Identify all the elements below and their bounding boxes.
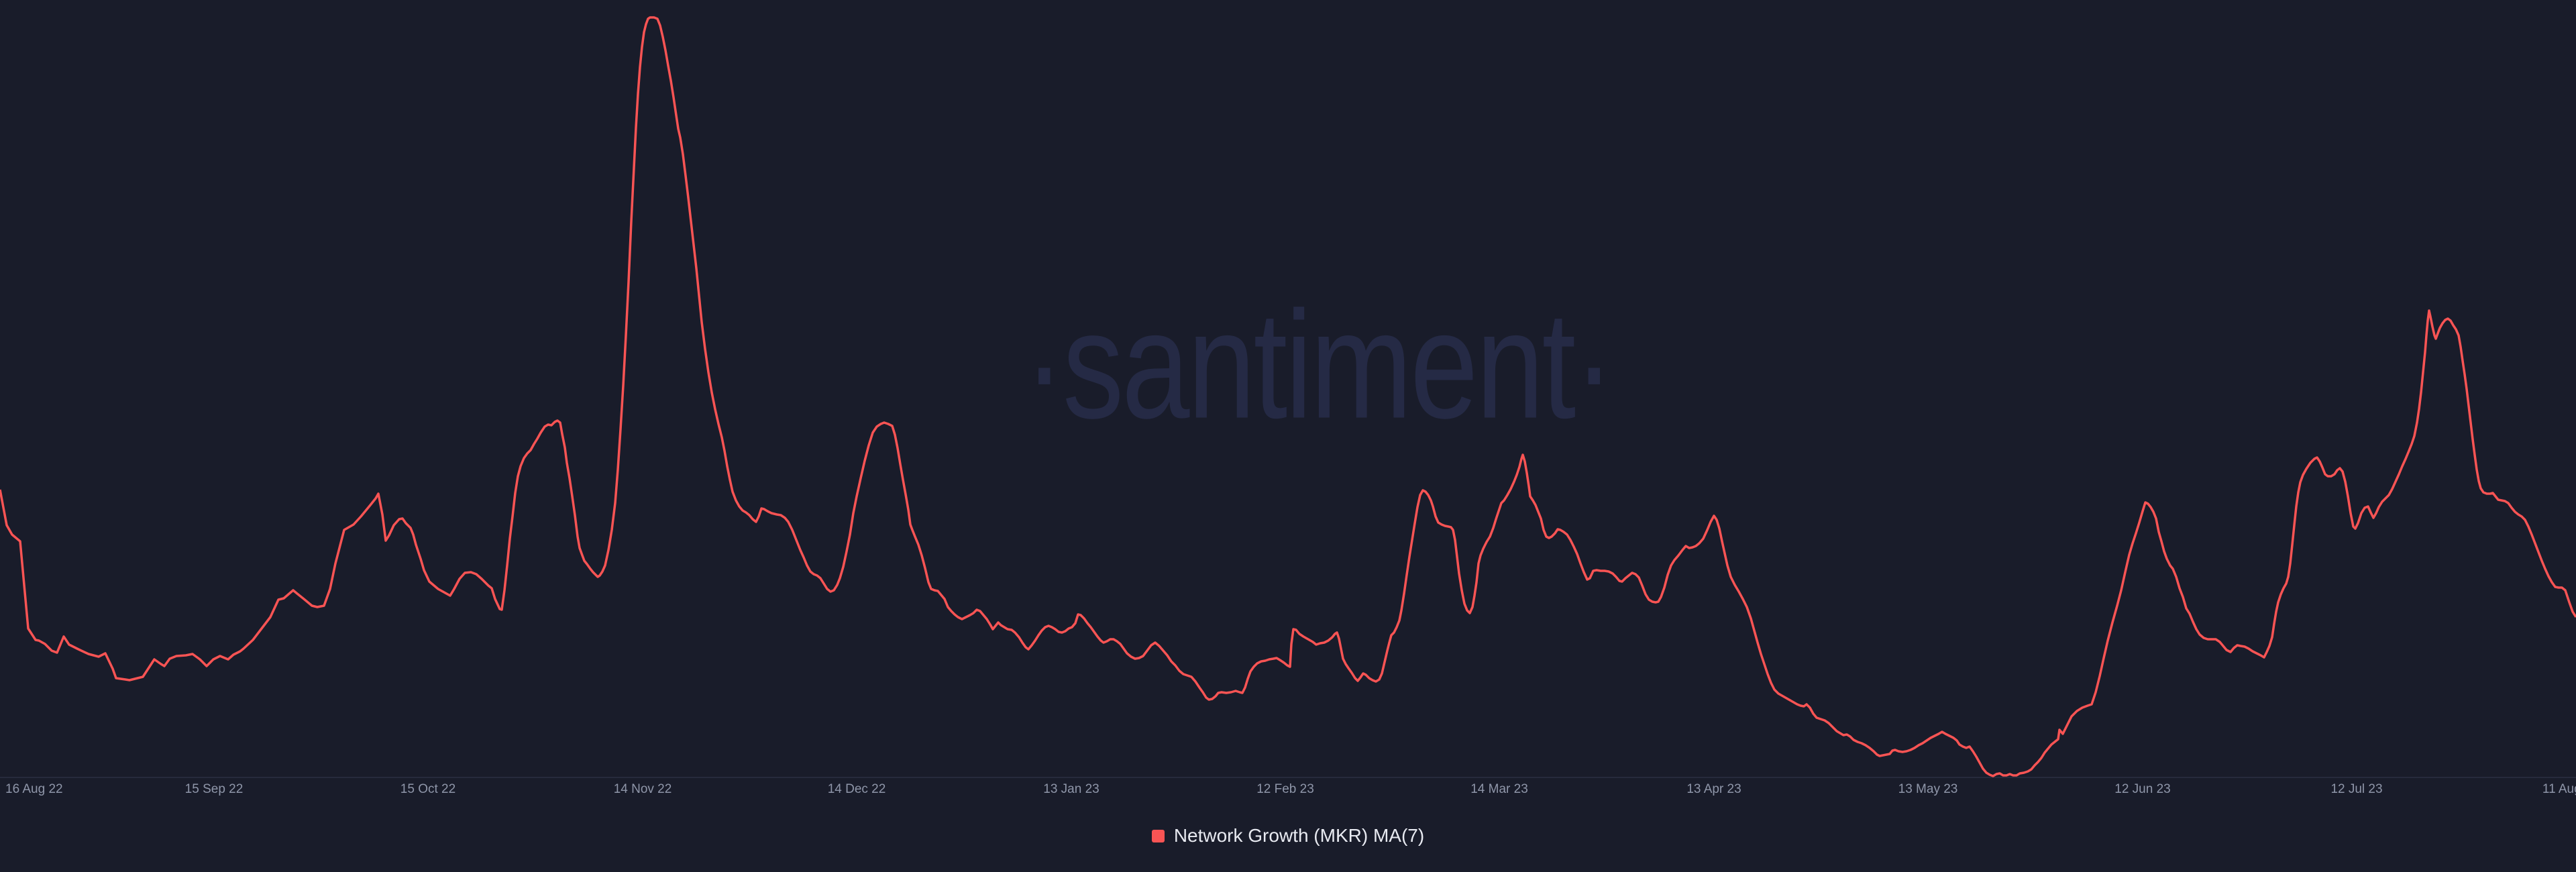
x-tick-label: 12 Feb 23 xyxy=(1256,782,1314,796)
x-tick-label: 12 Jul 23 xyxy=(2330,782,2383,796)
chart-legend: Network Growth (MKR) MA(7) xyxy=(0,825,2576,847)
x-tick-label: 12 Jun 23 xyxy=(2114,782,2171,796)
x-tick-label: 14 Mar 23 xyxy=(1470,782,1528,796)
legend-item-network-growth[interactable]: Network Growth (MKR) MA(7) xyxy=(1151,825,1425,847)
x-tick-label: 13 Jan 23 xyxy=(1043,782,1099,796)
x-tick-label: 15 Oct 22 xyxy=(400,782,456,796)
santiment-watermark: ·santiment· xyxy=(1024,280,1614,451)
x-tick-label: 11 Aug 23 xyxy=(2542,782,2576,796)
network-growth-series-line[interactable] xyxy=(0,16,2576,777)
series-color-swatch-icon xyxy=(1151,829,1165,842)
x-tick-label: 13 May 23 xyxy=(1898,782,1958,796)
x-tick-label: 16 Aug 22 xyxy=(5,782,63,796)
x-tick-label: 13 Apr 23 xyxy=(1686,782,1741,796)
x-tick-label: 14 Dec 22 xyxy=(827,782,886,796)
legend-label: Network Growth (MKR) MA(7) xyxy=(1173,825,1425,846)
x-tick-label: 15 Sep 22 xyxy=(184,782,244,796)
x-tick-label: 14 Nov 22 xyxy=(613,782,672,796)
